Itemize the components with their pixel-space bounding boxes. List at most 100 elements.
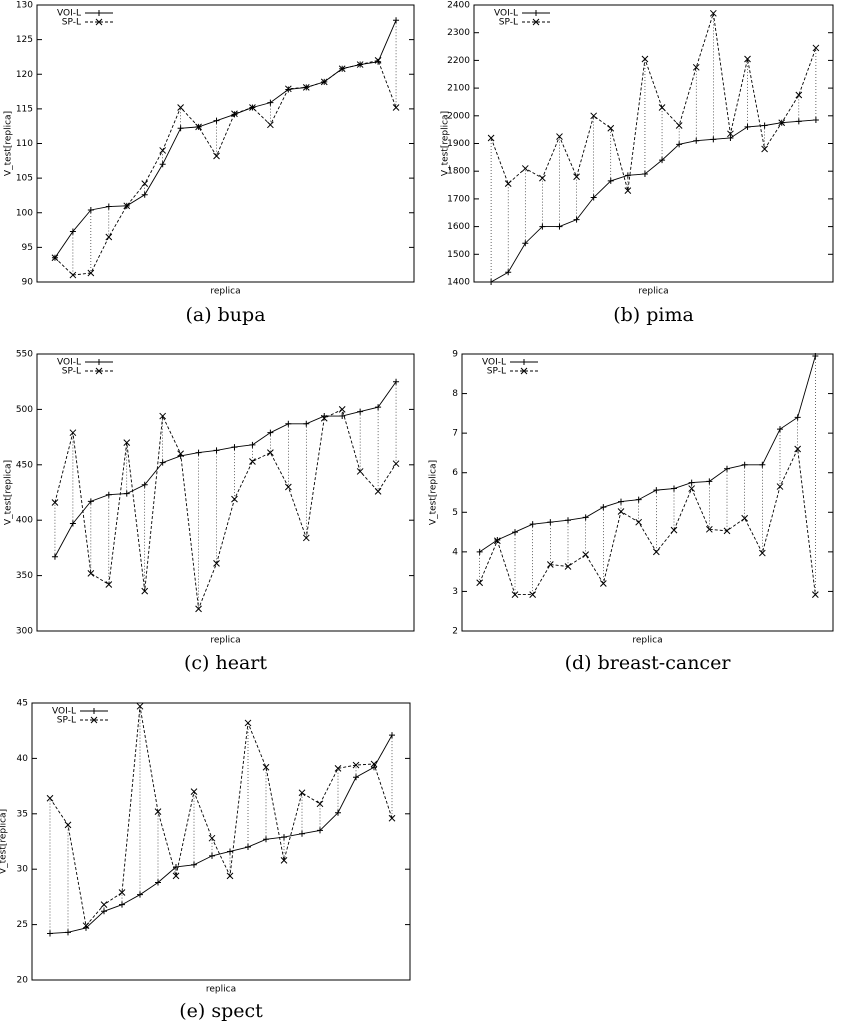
legend-label: SP-L (62, 18, 81, 28)
y-axis-label: V_test[replica] (0, 809, 9, 874)
point-marker (302, 84, 310, 91)
point-marker (100, 901, 108, 909)
point-marker (87, 570, 95, 577)
point-marker (267, 99, 274, 106)
y-tick-label: 550 (16, 350, 33, 360)
point-marker (761, 145, 768, 153)
point-marker (573, 216, 580, 223)
point-marker (281, 834, 287, 841)
chart-caption: (e) spect (179, 1000, 263, 1022)
legend-label: VOI-L (57, 9, 81, 19)
point-marker (653, 487, 660, 494)
point-marker (529, 521, 536, 528)
point-marker (105, 233, 113, 241)
point-marker (119, 901, 125, 908)
point-marker (778, 119, 786, 127)
point-marker (231, 495, 238, 503)
point-marker (51, 499, 59, 506)
point-marker (375, 404, 382, 411)
point-marker (141, 481, 148, 488)
point-marker (118, 889, 126, 896)
plot-frame (36, 353, 415, 632)
point-marker (693, 137, 700, 144)
y-tick-label: 6 (452, 468, 458, 478)
point-marker (82, 922, 90, 930)
chart-caption: (d) breast-cancer (565, 652, 732, 674)
point-marker (374, 57, 382, 64)
y-axis-label: V_test[replica] (429, 460, 439, 525)
point-marker (280, 856, 288, 864)
point-marker (744, 123, 751, 130)
point-marker (556, 223, 563, 230)
y-tick-label: 2200 (447, 56, 470, 66)
point-marker (393, 378, 400, 385)
point-marker (565, 517, 571, 524)
y-tick-label: 1900 (447, 139, 470, 149)
point-marker (96, 10, 102, 16)
point-marker (539, 174, 546, 182)
point-marker (692, 63, 700, 71)
point-marker (195, 123, 202, 131)
y-tick-label: 400 (16, 516, 33, 526)
point-marker (47, 930, 53, 937)
point-marker (741, 514, 749, 522)
legend-label: VOI-L (52, 707, 76, 717)
point-marker (69, 228, 76, 235)
point-marker (564, 563, 572, 570)
point-marker (356, 468, 364, 475)
point-marker (334, 765, 342, 772)
point-marker (213, 560, 220, 567)
point-marker (493, 537, 501, 545)
point-marker (177, 450, 184, 458)
point-marker (794, 445, 802, 453)
point-marker (812, 116, 819, 123)
point-marker (533, 10, 539, 16)
point-marker (688, 479, 695, 486)
point-marker (191, 861, 197, 868)
point-marker (267, 429, 274, 436)
chart-caption: (c) heart (184, 652, 267, 674)
point-marker (744, 55, 751, 63)
point-marker (504, 180, 512, 188)
point-marker (761, 122, 768, 129)
chart-panel: 20 25 30 35 40 45 replica V_test[replica] (e) sp… (0, 699, 411, 1022)
point-marker (582, 551, 590, 558)
point-marker (267, 449, 274, 456)
y-tick-label: 9 (452, 350, 458, 360)
point-marker (794, 414, 801, 421)
chart-caption: (a) bupa (185, 304, 265, 326)
series-line (490, 13, 817, 191)
chart-panel: 2 3 4 5 6 7 8 9 replica V_test[replica] (d) breast… (429, 350, 834, 674)
point-marker (812, 352, 819, 359)
point-marker (795, 118, 802, 125)
series-line (479, 447, 816, 596)
y-tick-label: 105 (16, 174, 33, 184)
point-marker (635, 496, 642, 503)
y-tick-label: 2300 (447, 28, 470, 38)
point-marker (374, 488, 382, 495)
point-marker (46, 794, 54, 802)
y-tick-label: 1400 (447, 278, 470, 288)
point-marker (659, 157, 666, 164)
point-marker (676, 141, 683, 148)
point-marker (392, 104, 400, 111)
point-marker (303, 420, 310, 427)
y-axis-label: V_test[replica] (441, 111, 451, 176)
legend-label: VOI-L (494, 9, 518, 19)
y-tick-label: 25 (17, 920, 28, 930)
y-tick-label: 2000 (447, 111, 470, 121)
point-marker (263, 836, 269, 843)
point-marker (487, 134, 495, 142)
y-tick-label: 2 (452, 627, 458, 637)
point-marker (141, 587, 149, 595)
point-marker (547, 519, 554, 526)
point-marker (95, 18, 103, 26)
point-marker (173, 863, 179, 870)
point-marker (811, 591, 819, 598)
point-marker (65, 929, 71, 936)
legend-label: VOI-L (57, 358, 81, 368)
chart-panel: 90 95 100 105 110 115 120 125 130 replica V_test[r… (4, 1, 415, 326)
point-marker (556, 133, 563, 140)
point-marker (607, 177, 614, 184)
